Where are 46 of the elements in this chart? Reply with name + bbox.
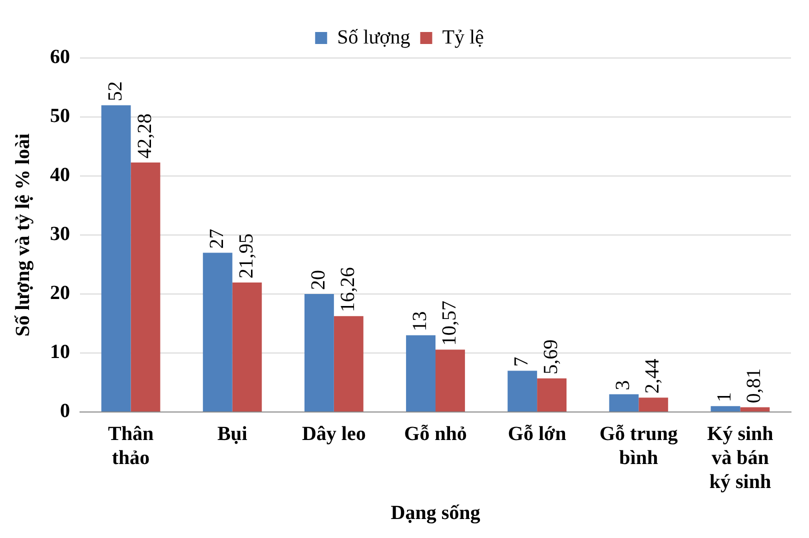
y-tick-label: 50 [50, 105, 70, 128]
bar [436, 350, 465, 412]
x-tick-label: Gỗ nhỏ [404, 423, 467, 446]
data-label: 42,28 [134, 114, 156, 159]
bar [232, 282, 262, 412]
bar [537, 378, 567, 412]
bar [202, 252, 232, 412]
bar [638, 398, 668, 412]
data-label: 21,95 [235, 233, 258, 278]
bar [406, 335, 436, 412]
y-tick-label: 20 [50, 282, 70, 304]
x-tick-label: Thân thảo [108, 423, 154, 470]
data-label: 5,69 [540, 339, 562, 374]
x-axis-title: Dạng sống [390, 502, 480, 524]
y-tick-label: 0 [60, 400, 70, 422]
y-tick-label: 60 [50, 46, 70, 68]
y-tick-label: 10 [50, 341, 70, 364]
data-label: 0,81 [743, 368, 766, 404]
data-label: 52 [104, 81, 126, 102]
legend-label: Số lượng [337, 26, 410, 48]
y-tick-label: 40 [50, 164, 70, 186]
data-label: 10,57 [438, 300, 460, 346]
bar [609, 394, 639, 412]
bar [101, 105, 131, 412]
data-label: 16,26 [336, 267, 359, 312]
data-label: 13 [409, 311, 432, 332]
data-label: 3 [612, 380, 634, 390]
bar [130, 162, 160, 412]
bar [740, 407, 770, 412]
bar [304, 294, 334, 412]
bar [508, 370, 538, 412]
bar [334, 316, 364, 412]
data-label: 1 [714, 392, 736, 402]
y-tick-label: 30 [50, 223, 70, 246]
x-tick-label: Dây leo [302, 423, 366, 446]
data-label: 2,44 [642, 358, 664, 394]
legend-label: Tỷ lệ [442, 26, 484, 48]
data-label: 27 [206, 228, 228, 249]
x-tick-label: Gỗ trung bình [599, 423, 678, 470]
bar [710, 406, 740, 412]
data-label: 20 [307, 270, 330, 290]
x-tick-label: Bụi [217, 423, 248, 446]
data-label: 7 [510, 356, 533, 367]
x-tick-label: Gỗ lớn [508, 423, 566, 446]
y-axis-title: Số lượng và tỷ lệ % loài [12, 133, 34, 337]
x-tick-label: Ký sinh và bán ký sinh [707, 423, 774, 494]
